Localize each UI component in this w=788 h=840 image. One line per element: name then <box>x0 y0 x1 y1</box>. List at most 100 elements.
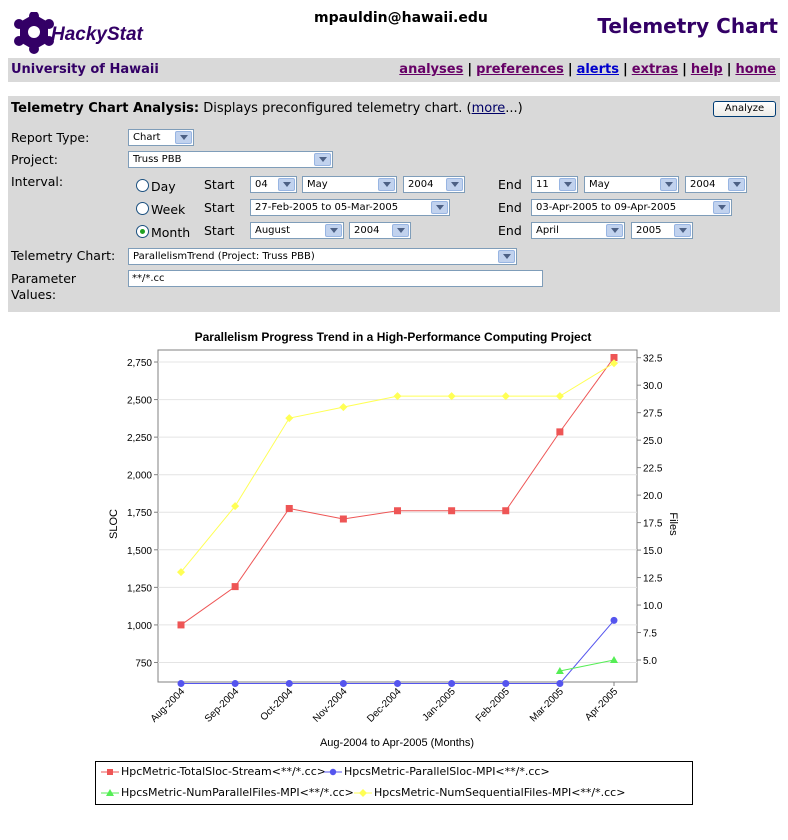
data-point-circle <box>502 680 510 688</box>
week-end-value: 03-Apr-2005 to 09-Apr-2005 <box>536 202 677 213</box>
month-radio[interactable] <box>136 225 149 238</box>
data-point-diamond <box>501 392 510 401</box>
report-type-label: Report Type: <box>11 130 90 145</box>
data-point-diamond <box>285 414 294 423</box>
legend-circle-marker-icon <box>324 768 342 776</box>
chart-legend: HpcMetric-TotalSloc-Stream<**/*.cc> Hpcs… <box>95 761 693 805</box>
chevron-down-icon <box>378 178 395 191</box>
y-tick-label: 2,750 <box>127 358 152 369</box>
nav-link-alerts[interactable]: alerts <box>576 62 619 77</box>
day-end-month-select[interactable]: May <box>584 176 679 193</box>
page-title: Telemetry Chart <box>597 14 778 38</box>
y2-tick-label: 30.0 <box>643 381 663 392</box>
month-start-year-select[interactable]: 2004 <box>349 222 411 239</box>
data-point-diamond <box>610 359 618 368</box>
data-point-circle <box>610 616 618 624</box>
form-heading-title: Telemetry Chart Analysis: <box>11 101 200 116</box>
chart-title: Parallelism Progress Trend in a High-Per… <box>195 330 592 344</box>
chevron-down-icon <box>498 250 515 263</box>
chevron-down-icon <box>606 224 623 237</box>
navigation-bar: University of Hawaii analyses | preference… <box>8 58 780 82</box>
data-point-square <box>394 507 401 515</box>
month-end-year-select[interactable]: 2005 <box>631 222 693 239</box>
month-start-year-value: 2004 <box>354 225 380 236</box>
data-point-circle <box>339 680 347 688</box>
x-tick-label: Aug-2004 <box>149 686 188 725</box>
month-radio-label: Month <box>151 225 191 240</box>
y2-tick-label: 15.0 <box>643 546 663 557</box>
legend-label: HpcMetric-TotalSloc-Stream<**/*.cc> <box>121 765 326 778</box>
y2-tick-label: 12.5 <box>643 574 663 585</box>
day-end-day-select[interactable]: 11 <box>531 176 578 193</box>
data-point-circle <box>177 680 185 688</box>
more-link[interactable]: more <box>471 101 506 116</box>
nav-link-help[interactable]: help <box>690 62 723 77</box>
month-start-month-select[interactable]: August <box>250 222 344 239</box>
report-type-value: Chart <box>133 132 161 143</box>
month-end-month-select[interactable]: April <box>531 222 625 239</box>
day-radio[interactable] <box>136 179 149 192</box>
day-start-day-select[interactable]: 04 <box>250 176 297 193</box>
x-tick-label: Feb-2005 <box>474 686 512 724</box>
day-start-label: Start <box>204 177 235 192</box>
legend-triangle-marker-icon <box>101 789 119 796</box>
week-end-select[interactable]: 03-Apr-2005 to 09-Apr-2005 <box>531 199 732 216</box>
week-start-select[interactable]: 27-Feb-2005 to 05-Mar-2005 <box>250 199 450 216</box>
series-line-2 <box>559 659 615 672</box>
day-start-month-select[interactable]: May <box>302 176 397 193</box>
chevron-down-icon <box>325 224 342 237</box>
chevron-down-icon <box>559 178 576 191</box>
day-start-day-value: 04 <box>255 179 268 190</box>
analyze-button[interactable]: Analyze <box>713 101 776 117</box>
chevron-down-icon <box>175 131 192 144</box>
data-point-square <box>556 428 564 436</box>
telemetry-chart: Parallelism Progress Trend in a High-Per… <box>108 330 679 749</box>
day-end-month-value: May <box>589 179 610 190</box>
nav-link-extras[interactable]: extras <box>631 62 679 77</box>
month-end-month-value: April <box>536 225 559 236</box>
nav-link-home[interactable]: home <box>735 62 776 77</box>
day-end-year-value: 2004 <box>690 179 716 190</box>
day-end-day-value: 11 <box>536 179 549 190</box>
week-radio[interactable] <box>136 202 149 215</box>
report-type-select[interactable]: Chart <box>128 129 194 146</box>
data-point-diamond <box>339 403 348 412</box>
plot-area <box>157 349 638 683</box>
parameter-values-input[interactable]: **/*.cc <box>128 270 543 287</box>
data-point-square <box>610 354 618 362</box>
data-point-circle <box>556 680 564 688</box>
project-select[interactable]: Truss PBB <box>128 151 333 168</box>
nav-link-preferences[interactable]: preferences <box>476 62 564 77</box>
chevron-down-icon <box>446 178 463 191</box>
y2-tick-label: 7.5 <box>643 629 657 640</box>
hackystat-logo: HackyStat <box>14 11 154 54</box>
y2-tick-label: 10.0 <box>643 601 663 612</box>
y2-axis-label: Files <box>667 512 679 536</box>
telemetry-chart-select[interactable]: ParallelismTrend (Project: Truss PBB) <box>128 248 517 265</box>
chevron-down-icon <box>314 153 331 166</box>
day-start-year-select[interactable]: 2004 <box>403 176 465 193</box>
data-point-circle <box>285 680 293 688</box>
chevron-down-icon <box>431 201 448 214</box>
telemetry-chart-value: ParallelismTrend (Project: Truss PBB) <box>133 251 315 262</box>
day-end-year-select[interactable]: 2004 <box>685 176 747 193</box>
organization-name: University of Hawaii <box>11 62 159 77</box>
legend-diamond-marker-icon <box>354 789 372 797</box>
data-point-diamond <box>555 392 564 401</box>
y2-tick-label: 27.5 <box>643 409 663 420</box>
data-point-triangle <box>610 656 618 664</box>
day-start-year-value: 2004 <box>408 179 434 190</box>
data-point-circle <box>394 680 401 688</box>
data-point-square <box>502 507 510 515</box>
chevron-down-icon <box>392 224 409 237</box>
x-tick-label: Nov-2004 <box>311 686 350 725</box>
chevron-down-icon <box>713 201 730 214</box>
week-start-value: 27-Feb-2005 to 05-Mar-2005 <box>255 202 399 213</box>
x-tick-label: Mar-2005 <box>528 686 566 724</box>
y-tick-label: 2,500 <box>127 396 152 407</box>
month-end-label: End <box>498 223 522 238</box>
parameter-label: Parameter <box>11 271 77 286</box>
nav-link-analyses[interactable]: analyses <box>399 62 464 77</box>
chevron-down-icon <box>660 178 677 191</box>
week-start-label: Start <box>204 200 235 215</box>
